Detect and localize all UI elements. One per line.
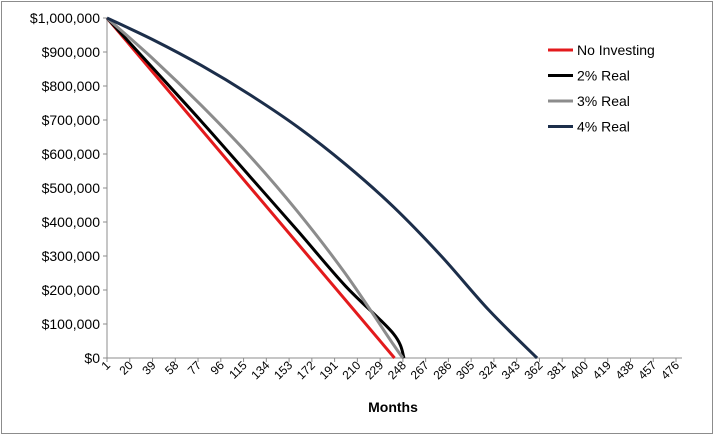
x-tick-label: 305 [453, 358, 477, 382]
x-tick-label: 191 [317, 358, 341, 382]
x-tick-label: 248 [385, 358, 409, 382]
legend-label: 2% Real [577, 68, 630, 84]
y-tick-label: $300,000 [42, 248, 101, 264]
legend: No Investing 2% Real 3% Real 4% Real [548, 42, 655, 135]
y-tick-label: $1,000,000 [30, 10, 100, 26]
x-tick-label: 39 [139, 358, 159, 378]
x-tick-label: 58 [162, 358, 182, 378]
y-tick-label: $900,000 [42, 44, 101, 60]
x-tick-label: 381 [544, 358, 568, 382]
x-tick-label: 153 [271, 358, 295, 382]
x-tick-label: 229 [362, 358, 386, 382]
y-tick-label: $100,000 [42, 316, 101, 332]
y-tick-label: $0 [84, 350, 100, 366]
axes: $0 $100,000 $200,000 $300,000 $400,000 $500,0… [30, 10, 682, 382]
x-tick-label: 362 [522, 358, 546, 382]
y-tick-label: $200,000 [42, 282, 101, 298]
x-tick-label: 96 [208, 358, 228, 378]
legend-label: No Investing [577, 42, 655, 58]
x-tick-label: 267 [408, 358, 432, 382]
x-tick-label: 77 [185, 358, 205, 378]
x-tick-label: 324 [476, 358, 500, 382]
x-tick-label: 457 [635, 358, 659, 382]
series-line-1 [105, 17, 396, 359]
series-line-3 [106, 16, 405, 359]
y-tick-label: $500,000 [42, 180, 101, 196]
x-tick-label: 20 [117, 358, 137, 378]
legend-label: 3% Real [577, 93, 630, 109]
x-tick-label: 476 [658, 358, 682, 382]
x-tick-label: 438 [613, 358, 637, 382]
y-tick-label: $800,000 [42, 78, 101, 94]
x-tick-label: 210 [339, 358, 363, 382]
x-tick-label: 134 [248, 358, 272, 382]
x-tick-label: 343 [499, 358, 523, 382]
x-tick-label: 400 [567, 358, 591, 382]
legend-label: 4% Real [577, 119, 630, 135]
x-tick-label: 172 [294, 358, 318, 382]
x-axis-title: Months [368, 399, 418, 415]
y-tick-label: $400,000 [42, 214, 101, 230]
series-line-4 [106, 16, 539, 360]
series-lines [105, 16, 539, 360]
x-tick-label: 419 [590, 358, 614, 382]
y-tick-label: $700,000 [42, 112, 101, 128]
x-tick-label: 1 [98, 358, 113, 373]
x-tick-label: 286 [430, 358, 454, 382]
x-tick-label: 115 [226, 358, 250, 382]
series-line-2 [105, 16, 406, 359]
y-tick-label: $600,000 [42, 146, 101, 162]
